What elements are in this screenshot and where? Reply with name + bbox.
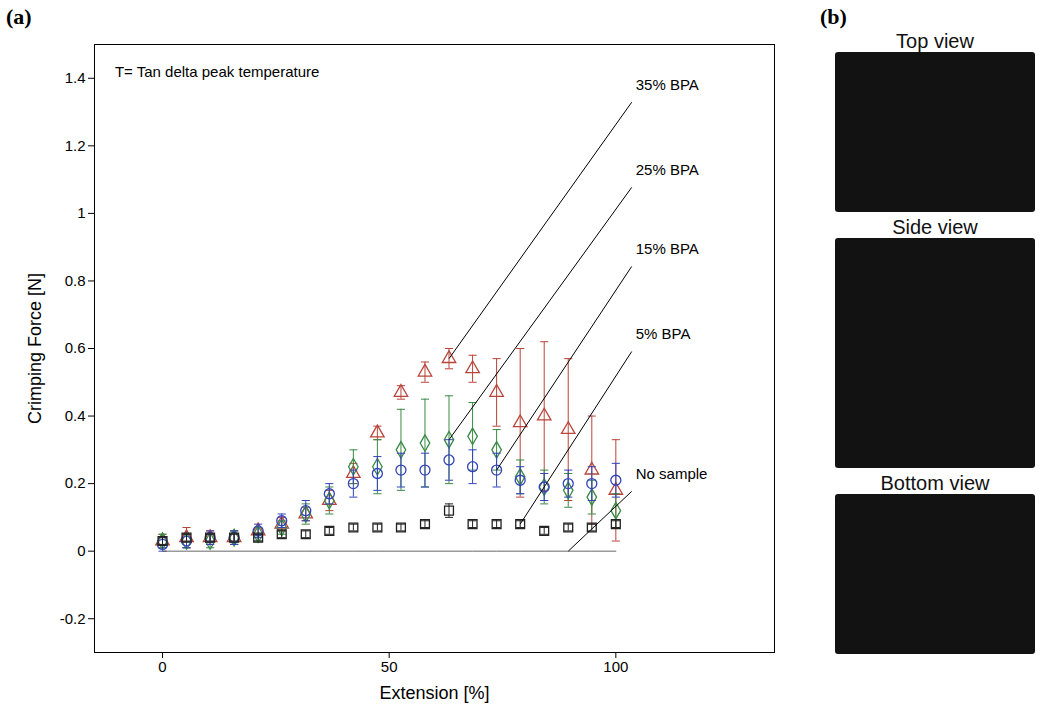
svg-text:0.6: 0.6 [65,339,86,356]
svg-text:5% BPA: 5% BPA [636,325,691,342]
svg-text:25% BPA: 25% BPA [636,161,699,178]
svg-text:0.2: 0.2 [65,474,86,491]
svg-text:100: 100 [603,658,628,675]
html-text:Bottom view: Bottom view [880,472,990,494]
svg-text:No sample: No sample [636,465,708,482]
svg-text:35% BPA: 35% BPA [636,76,699,93]
html-text:(a): (a) [6,4,32,29]
svg-text:T= Tan delta peak temperature: T= Tan delta peak temperature [115,63,319,80]
svg-text:Extension [%]: Extension [%] [379,683,489,703]
svg-text:1.2: 1.2 [65,137,86,154]
svg-text:1.4: 1.4 [65,69,86,86]
svg-text:0.8: 0.8 [65,272,86,289]
svg-text:0.4: 0.4 [65,407,86,424]
svg-text:50: 50 [381,658,398,675]
html-text:Top view: Top view [896,30,974,52]
svg-text:Crimping Force [N]: Crimping Force [N] [25,273,45,424]
svg-text:0: 0 [77,542,85,559]
html-text:(b): (b) [820,4,847,29]
svg-text:15% BPA: 15% BPA [636,240,699,257]
svg-text:1: 1 [77,204,85,221]
html-text:Side view: Side view [892,216,978,238]
svg-text:0: 0 [158,658,166,675]
svg-text:-0.2: -0.2 [60,610,86,627]
